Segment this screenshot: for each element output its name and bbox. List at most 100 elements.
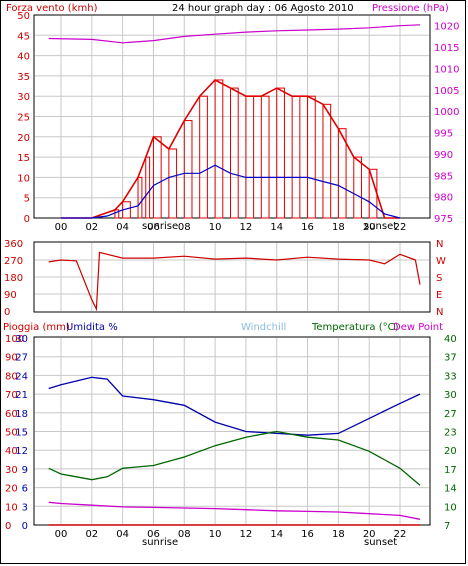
temperature-line bbox=[48, 430, 421, 486]
compass-N-4: N bbox=[436, 307, 443, 318]
humidity-axis-label: Umidita % bbox=[66, 322, 118, 333]
x-tick-14: 14 bbox=[270, 222, 283, 233]
sunrise-label-1: sunrise bbox=[142, 221, 178, 232]
wind-bar-2 bbox=[114, 209, 120, 219]
x-tick-06: 06 bbox=[147, 529, 160, 540]
x-tick-10: 10 bbox=[209, 529, 222, 540]
x-tick-02: 02 bbox=[85, 529, 98, 540]
direction-series bbox=[48, 251, 421, 312]
x-tick-16: 16 bbox=[301, 529, 314, 540]
direction-line bbox=[48, 251, 421, 312]
wind-bar-14 bbox=[276, 87, 285, 219]
temperature-y-ticks: 7 10 14 17 20 23 27 30 33 37 40 bbox=[444, 334, 457, 532]
x-tick-08: 08 bbox=[178, 529, 191, 540]
temp-tick-14: 14 bbox=[444, 484, 457, 495]
rain-tick-30: 30 bbox=[5, 465, 18, 476]
wind-bar-17 bbox=[322, 103, 332, 219]
compass-W-1: W bbox=[436, 256, 446, 267]
humidity-line bbox=[48, 376, 421, 436]
wind-bar-13 bbox=[260, 95, 270, 219]
rain-tick-20: 20 bbox=[5, 484, 18, 495]
wind-bar-9 bbox=[199, 95, 208, 219]
rain-tick-10: 10 bbox=[5, 502, 18, 513]
humidity-tick-12: 12 bbox=[15, 446, 28, 457]
temp-tick-27: 27 bbox=[444, 409, 457, 420]
rain-tick-40: 40 bbox=[5, 446, 18, 457]
pressure-tick-1020: 1020 bbox=[434, 22, 459, 33]
compass-E-3: E bbox=[436, 290, 442, 301]
wind-bar-5 bbox=[145, 156, 151, 219]
pressure-tick-1005: 1005 bbox=[434, 86, 459, 97]
rain-tick-70: 70 bbox=[5, 390, 18, 401]
wind-bar-4 bbox=[137, 176, 143, 219]
humidity-y-ticks: 0 3 6 9 12 15 18 21 24 27 30 bbox=[15, 334, 28, 532]
direction-tick-360: 360 bbox=[4, 239, 23, 250]
temp-x-ticks: 00 02 04 06 08 10 12 14 16 18 20 22 bbox=[55, 529, 407, 540]
wind-avg-line bbox=[61, 164, 401, 219]
rain-tick-0: 0 bbox=[5, 521, 11, 532]
temp-tick-40: 40 bbox=[444, 334, 457, 345]
wind-x-ticks: 00 02 04 06 08 10 12 14 16 18 20 22 bbox=[55, 222, 407, 233]
wind-bar-18 bbox=[337, 128, 347, 219]
humidity-tick-15: 15 bbox=[15, 428, 28, 439]
humidity-tick-3: 3 bbox=[22, 502, 28, 513]
temp-tick-23: 23 bbox=[444, 428, 457, 439]
rain-tick-60: 60 bbox=[5, 409, 18, 420]
wind-bar-8 bbox=[183, 120, 193, 219]
pressure-tick-975: 975 bbox=[434, 214, 453, 225]
x-tick-00: 00 bbox=[55, 222, 68, 233]
x-tick-18: 18 bbox=[332, 222, 345, 233]
wind-series bbox=[48, 24, 421, 219]
rain-axis-label: Pioggia (mm) bbox=[3, 322, 70, 333]
wind-line bbox=[61, 79, 400, 219]
pressure-axis-label: Pressione (hPa) bbox=[372, 3, 449, 14]
x-tick-18: 18 bbox=[332, 529, 345, 540]
temp-tick-20: 20 bbox=[444, 446, 457, 457]
rain-tick-90: 90 bbox=[5, 353, 18, 364]
direction-tick-0: 0 bbox=[4, 307, 10, 318]
wind-bar-16 bbox=[307, 95, 316, 219]
wind-tick-0: 0 bbox=[24, 214, 30, 225]
x-tick-10: 10 bbox=[209, 222, 222, 233]
sunset-label-1: sunset bbox=[364, 221, 397, 232]
humidity-tick-9: 9 bbox=[22, 465, 28, 476]
x-tick-20: 20 bbox=[363, 529, 376, 540]
compass-S-2: S bbox=[436, 273, 442, 284]
wind-tick-35: 35 bbox=[17, 72, 30, 83]
pressure-tick-1010: 1010 bbox=[434, 64, 459, 75]
wind-axis-label: Forza vento (kmh) bbox=[6, 3, 98, 14]
pressure-y-ticks: 975 980 985 990 995 1000 1005 1010 1015 1020 bbox=[434, 22, 459, 225]
temp-tick-30: 30 bbox=[444, 390, 457, 401]
wind-tick-45: 45 bbox=[17, 31, 30, 42]
pressure-tick-980: 980 bbox=[434, 193, 453, 204]
rain-tick-50: 50 bbox=[5, 428, 18, 439]
x-tick-08: 08 bbox=[178, 222, 191, 233]
wind-bar-7 bbox=[168, 148, 178, 219]
humidity-tick-6: 6 bbox=[22, 484, 28, 495]
rain-tick-80: 80 bbox=[5, 371, 18, 382]
rain-tick-100: 100 bbox=[5, 334, 24, 345]
temp-tick-10: 10 bbox=[444, 502, 457, 513]
x-tick-06: 06 bbox=[147, 222, 160, 233]
x-tick-14: 14 bbox=[270, 529, 283, 540]
pressure-tick-985: 985 bbox=[434, 171, 453, 182]
wind-bar-6 bbox=[152, 136, 162, 219]
pressure-tick-1000: 1000 bbox=[434, 107, 459, 118]
wind-tick-40: 40 bbox=[17, 52, 30, 63]
wind-tick-5: 5 bbox=[24, 194, 30, 205]
temp-tick-37: 37 bbox=[444, 353, 457, 364]
wind-tick-50: 50 bbox=[17, 11, 30, 22]
dewpoint-line bbox=[48, 501, 421, 520]
wind-bar-19 bbox=[353, 156, 362, 219]
wind-tick-10: 10 bbox=[17, 173, 30, 184]
direction-y-ticks: 0 90 180 270 360 bbox=[4, 239, 23, 318]
humidity-tick-21: 21 bbox=[15, 390, 28, 401]
wind-y-ticks: 0 5 10 15 20 25 30 35 40 45 50 bbox=[17, 11, 30, 225]
wind-tick-15: 15 bbox=[17, 153, 30, 164]
direction-tick-270: 270 bbox=[4, 256, 23, 267]
humidity-tick-24: 24 bbox=[15, 371, 28, 382]
wind-tick-30: 30 bbox=[17, 92, 30, 103]
wind-bar-10 bbox=[214, 79, 224, 219]
